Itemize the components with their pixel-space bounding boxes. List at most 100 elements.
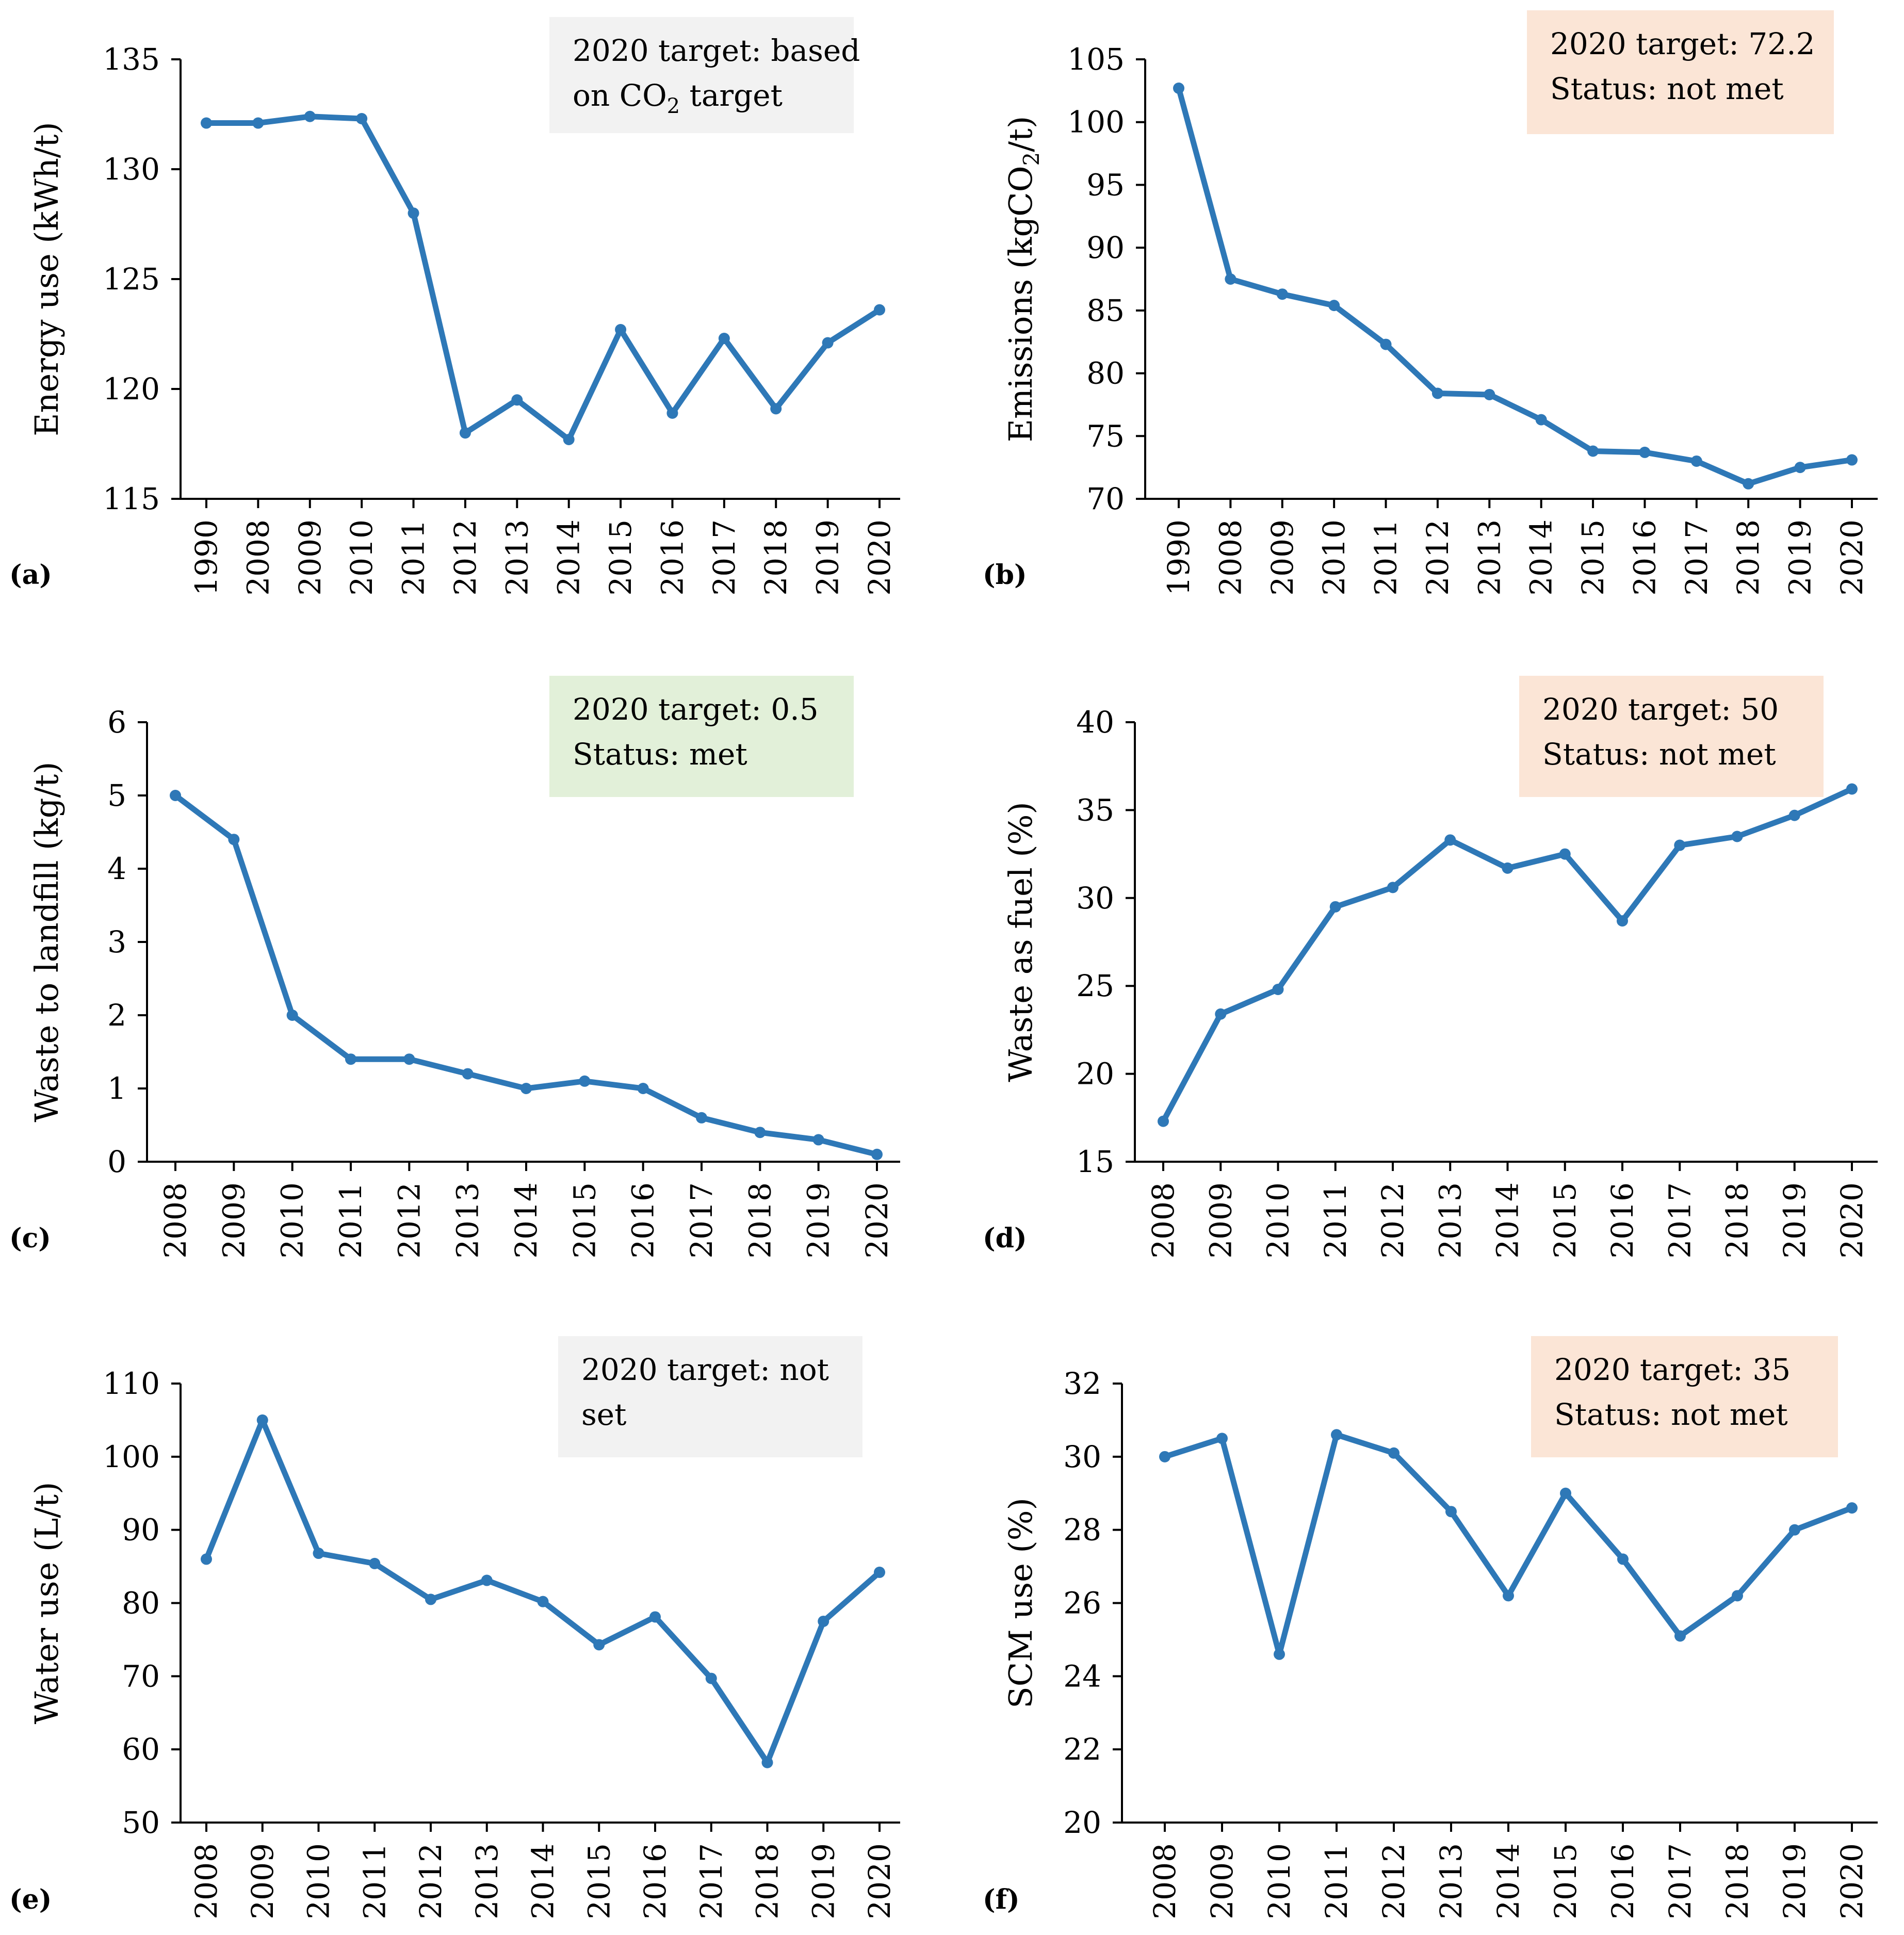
x-tick-label: 2011 <box>1318 1182 1353 1259</box>
x-tick-label: 2013 <box>499 519 534 596</box>
series-line <box>1176 85 1855 487</box>
x-tick-label: 2016 <box>1605 1182 1640 1259</box>
y-tick-label: 110 <box>103 1366 160 1401</box>
x-tick-label: 2014 <box>1491 1843 1526 1920</box>
x-tick-label: 2013 <box>469 1843 505 1920</box>
y-tick-label: 2 <box>107 998 126 1033</box>
data-point <box>705 1672 717 1684</box>
x-tick-label: 1990 <box>1161 519 1196 596</box>
data-point <box>1331 1429 1342 1441</box>
x-tick-label: 2015 <box>1548 1182 1583 1259</box>
data-point <box>1380 338 1392 350</box>
x-tick-label: 2019 <box>806 1843 841 1920</box>
x-tick-label: 2008 <box>1146 1182 1181 1259</box>
data-point <box>1173 82 1184 94</box>
y-tick-label: 135 <box>103 42 160 77</box>
data-point <box>871 1148 883 1160</box>
x-tick-label: 2014 <box>526 1843 561 1920</box>
y-tick-label: 28 <box>1063 1513 1101 1548</box>
target-box <box>558 1336 863 1457</box>
data-point <box>1502 862 1514 874</box>
target-line-2: set <box>581 1397 626 1432</box>
data-point <box>256 1414 268 1426</box>
x-tick-label: 2017 <box>1679 519 1714 596</box>
data-point <box>1794 462 1806 474</box>
y-tick-label: 4 <box>107 851 126 886</box>
data-point <box>1617 1553 1629 1565</box>
x-tick-label: 2019 <box>1777 1843 1812 1920</box>
x-tick-label: 2012 <box>448 519 483 596</box>
x-tick-label: 2009 <box>216 1182 251 1259</box>
x-tick-label: 2008 <box>189 1843 224 1920</box>
data-point <box>666 407 678 419</box>
y-axis-title: SCM use (%) <box>1002 1498 1039 1709</box>
data-point <box>718 333 730 345</box>
series-line <box>172 792 880 1158</box>
y-tick-label: 35 <box>1076 792 1114 827</box>
data-point <box>1789 1524 1800 1536</box>
target-line-2: Status: not met <box>1554 1397 1788 1432</box>
y-axis-title: Energy use (kWh/t) <box>28 122 66 436</box>
target-line-2: Status: not met <box>1542 737 1776 772</box>
x-tick-label: 2018 <box>1720 1182 1755 1259</box>
panel-label: (d) <box>983 1223 1027 1254</box>
x-tick-label: 2011 <box>333 1182 368 1259</box>
data-point <box>615 323 627 335</box>
panel-f: 2020 target: 35 Status: not met 20 22 24 26 28… <box>983 1336 1878 1920</box>
x-tick-label: 2009 <box>1205 1843 1240 1920</box>
x-tick-label: 2017 <box>694 1843 729 1920</box>
data-point <box>1388 1447 1399 1459</box>
data-point <box>1674 1630 1686 1642</box>
y-tick-label: 0 <box>107 1144 126 1179</box>
y-tick-label: 80 <box>122 1586 160 1621</box>
data-point <box>304 110 316 122</box>
y-tick-label: 105 <box>1067 42 1125 77</box>
target-line-1: 2020 target: based <box>573 33 860 68</box>
y-tick-label: 95 <box>1086 167 1125 202</box>
data-point <box>812 1134 824 1146</box>
panel-label: (a) <box>9 559 52 591</box>
x-tick-label: 2008 <box>158 1182 193 1259</box>
data-point <box>1484 388 1495 400</box>
y-tick-label: 70 <box>122 1658 160 1694</box>
x-tick-label: 2011 <box>357 1843 392 1920</box>
panel-d: 2020 target: 50 Status: not met 15 20 25 30 35… <box>983 676 1878 1259</box>
data-point <box>1846 1502 1858 1514</box>
data-point <box>754 1127 766 1139</box>
data-point <box>874 1566 885 1578</box>
y-tick-label: 100 <box>103 1439 160 1474</box>
data-point <box>1732 1590 1743 1602</box>
data-point <box>1788 809 1800 821</box>
x-tick-label: 2013 <box>1472 519 1507 596</box>
x-tick-label: 2009 <box>1265 519 1300 596</box>
data-point <box>462 1068 474 1080</box>
data-point <box>637 1083 649 1094</box>
x-tick-label: 2014 <box>1490 1182 1525 1259</box>
data-point <box>252 117 264 129</box>
panel-e: 2020 target: not set 50 60 70 80 90 100 110 2008 2… <box>9 1336 900 1920</box>
x-tick-label: 2009 <box>245 1843 280 1920</box>
x-tick-label: 2016 <box>638 1843 673 1920</box>
target-box <box>1531 1336 1838 1457</box>
data-point <box>822 337 834 349</box>
x-tick-label: 2014 <box>509 1182 544 1259</box>
x-tick-label: 2020 <box>862 519 897 596</box>
target-box <box>1519 676 1824 797</box>
x-tick-label: 2019 <box>1777 1182 1812 1259</box>
x-tick-label: 2013 <box>1433 1182 1468 1259</box>
series-line <box>203 1417 883 1766</box>
target-line-1: 2020 target: 35 <box>1554 1352 1791 1387</box>
data-point <box>1639 446 1651 458</box>
x-tick-label: 1990 <box>189 519 224 596</box>
data-point <box>170 790 181 801</box>
x-tick-label: 2008 <box>240 519 275 596</box>
data-point <box>1328 300 1340 312</box>
panel-label: (f) <box>983 1884 1020 1915</box>
panel-label: (b) <box>983 559 1027 591</box>
target-box <box>549 676 854 797</box>
data-point <box>201 117 212 129</box>
x-tick-label: 2008 <box>1147 1843 1182 1920</box>
data-point <box>369 1557 381 1569</box>
x-tick-label: 2020 <box>859 1182 894 1259</box>
